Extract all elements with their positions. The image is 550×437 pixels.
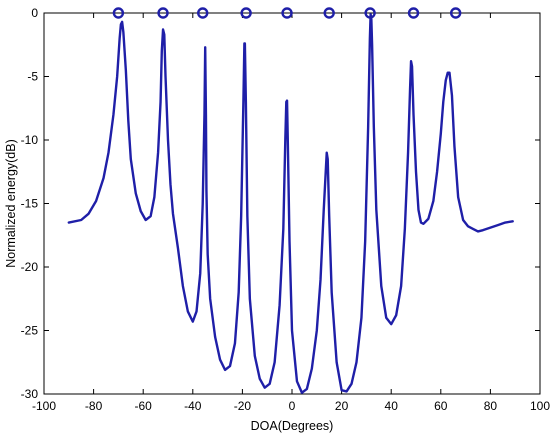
x-tick-label: -60: [135, 399, 153, 413]
x-tick-label: 100: [530, 399, 550, 413]
x-axis-title: DOA(Degrees): [251, 419, 334, 433]
x-tick-label: 40: [385, 399, 399, 413]
true-doa-marker: [157, 7, 169, 19]
true-doa-marker: [197, 7, 209, 19]
true-doa-marker: [323, 7, 335, 19]
x-tick-label: -40: [184, 399, 202, 413]
true-doa-marker: [407, 7, 420, 19]
x-tick-label: 0: [289, 399, 296, 413]
y-tick-label: -10: [21, 133, 39, 147]
energy-spectrum-line: [67, 13, 514, 394]
x-axis-ticks: -100 -80 -60 -40 -20 0 20 40 60 80 100: [32, 13, 550, 413]
y-tick-label: -25: [21, 324, 39, 338]
true-doa-marker: [240, 7, 252, 19]
y-axis-ticks: 0 -5 -10 -15 -20 -25 -30: [21, 6, 540, 401]
x-tick-label: 60: [434, 399, 448, 413]
x-tick-label: 80: [484, 399, 498, 413]
y-axis-title: Normalized energy(dB): [4, 139, 18, 268]
series-layer: [67, 7, 514, 394]
true-doa-marker: [449, 7, 462, 19]
y-tick-label: -30: [21, 387, 39, 401]
true-doa-marker: [281, 7, 293, 19]
true-doa-marker: [364, 7, 376, 19]
y-tick-label: -20: [21, 260, 39, 274]
y-tick-label: -5: [27, 70, 38, 84]
y-tick-label: 0: [31, 6, 38, 20]
y-tick-label: -15: [21, 197, 39, 211]
true-doa-marker: [112, 7, 125, 19]
x-tick-label: 20: [335, 399, 349, 413]
x-tick-label: -80: [85, 399, 103, 413]
x-tick-label: -100: [32, 399, 56, 413]
x-tick-label: -20: [234, 399, 252, 413]
